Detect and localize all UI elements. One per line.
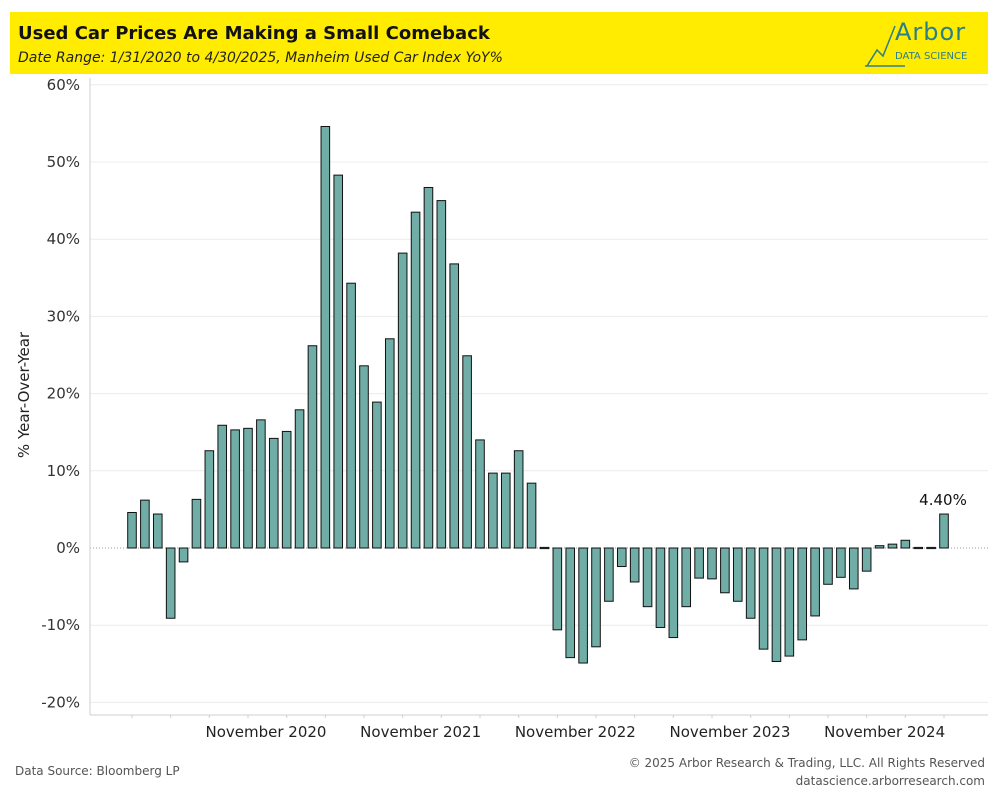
bar (178, 547, 189, 563)
bar (127, 511, 137, 549)
bar (887, 543, 898, 549)
bar (771, 547, 782, 662)
bar (513, 450, 524, 549)
arbor-logo-icon (865, 25, 905, 67)
bar (152, 513, 163, 549)
bar (823, 547, 833, 585)
x-tick-label: November 2024 (824, 723, 945, 741)
bar (359, 365, 369, 549)
x-tick-label: November 2022 (515, 723, 636, 741)
x-tick-label: November 2023 (670, 723, 791, 741)
grid-layer (90, 84, 988, 703)
bar (707, 547, 717, 580)
footer-right: © 2025 Arbor Research & Trading, LLC. Al… (629, 754, 985, 790)
bar (913, 546, 924, 550)
bar (397, 252, 408, 549)
bar (578, 547, 588, 664)
y-tick-label: -20% (41, 693, 80, 711)
bar (475, 439, 485, 549)
bar (140, 499, 150, 549)
bar (410, 211, 421, 549)
y-tick-label: 60% (47, 76, 80, 94)
y-tick-label: 50% (47, 153, 80, 171)
x-tick-label: November 2020 (206, 723, 327, 741)
bar (642, 547, 653, 608)
arbor-logo-sub: DATA SCIENCE (895, 51, 968, 62)
bar (346, 282, 356, 549)
bar (874, 545, 885, 549)
bar (900, 539, 911, 549)
bar (861, 547, 872, 572)
bar (243, 427, 253, 549)
bar (668, 547, 679, 639)
header-banner: Used Car Prices Are Making a Small Comeb… (10, 12, 988, 74)
label-layer: 60% 50% 40% 30% 20% 10% 0% -10% -20% % Year-Over-… (15, 76, 967, 741)
bar (784, 547, 795, 657)
bar (436, 200, 447, 549)
bar (256, 419, 266, 549)
bar (926, 546, 936, 550)
bar (552, 547, 563, 631)
copyright-text: © 2025 Arbor Research & Trading, LLC. Al… (628, 756, 985, 770)
bar (745, 547, 756, 619)
arbor-logo-name: Arbor (895, 18, 967, 46)
bar (191, 498, 202, 549)
bar (217, 424, 228, 549)
bar (758, 547, 769, 650)
bar (681, 547, 692, 608)
bar (565, 547, 576, 659)
axis-layer (89, 78, 988, 718)
bar (629, 547, 640, 583)
bar (268, 437, 279, 549)
bar (539, 546, 550, 550)
bar (488, 472, 498, 549)
chart-title: Used Car Prices Are Making a Small Comeb… (18, 23, 490, 44)
y-axis-title: % Year-Over-Year (15, 331, 33, 458)
bar (281, 430, 292, 549)
y-tick-label: 40% (47, 230, 80, 248)
website-link[interactable]: datascience.arborresearch.com (795, 774, 985, 788)
bar (939, 513, 949, 549)
bar (604, 547, 614, 602)
bar (423, 186, 434, 549)
bar (307, 345, 318, 549)
bar (333, 174, 344, 549)
bar (384, 338, 395, 549)
bar (848, 547, 859, 590)
bar (616, 547, 627, 568)
x-tick-label: November 2021 (360, 723, 481, 741)
bar (449, 263, 460, 549)
y-tick-label: 0% (56, 539, 80, 557)
y-tick-label: 20% (47, 385, 80, 403)
bar (836, 547, 846, 578)
bar (165, 547, 176, 619)
bar (591, 547, 601, 648)
bar (204, 450, 215, 549)
bar (655, 547, 666, 629)
bar (372, 401, 382, 549)
bar (810, 547, 820, 617)
bar (720, 547, 730, 594)
bar (462, 355, 472, 549)
y-tick-label: 10% (47, 462, 80, 480)
bar (500, 472, 511, 549)
y-tick-label: -10% (41, 616, 80, 634)
annotation-label: 4.40% (919, 491, 967, 509)
chart-subtitle: Date Range: 1/31/2020 to 4/30/2025, Manh… (18, 50, 503, 66)
bar (732, 547, 743, 602)
bar (526, 482, 537, 549)
y-tick-label: 30% (47, 307, 80, 325)
data-source-note: Data Source: Bloomberg LP (15, 764, 180, 778)
bar (294, 409, 305, 549)
bar (694, 547, 704, 579)
bar (320, 125, 331, 549)
bar-layer (127, 125, 949, 664)
bar (230, 429, 240, 549)
arbor-logo: Arbor DATA SCIENCE (865, 18, 980, 70)
bar (797, 547, 808, 641)
